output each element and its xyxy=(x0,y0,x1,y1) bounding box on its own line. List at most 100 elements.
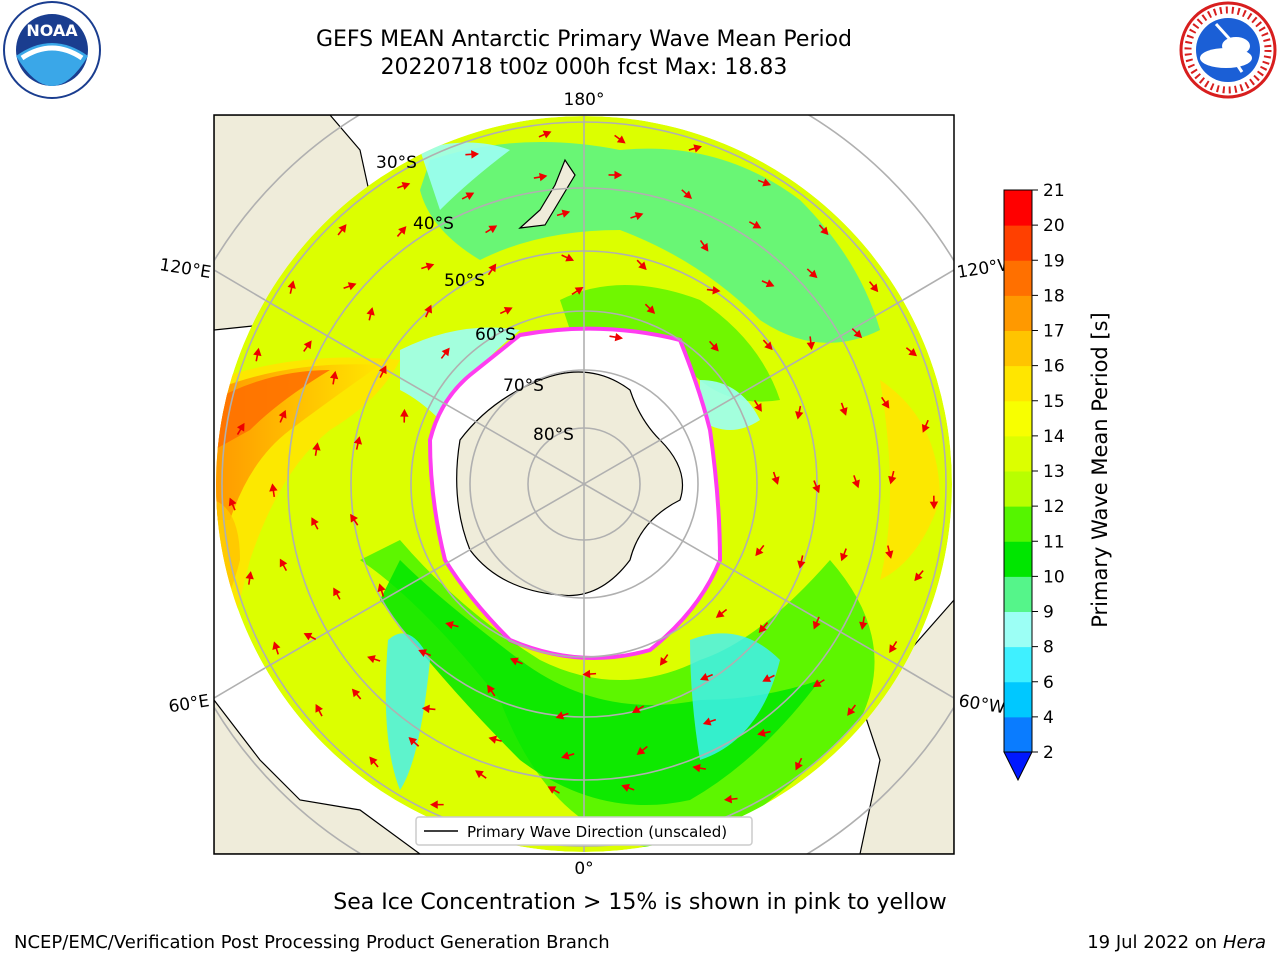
map-area xyxy=(214,115,954,854)
wave-arrow-head xyxy=(424,304,433,314)
colorbar-segment xyxy=(1004,225,1032,261)
wave-arrow-head xyxy=(475,770,484,779)
wave-arrow-head xyxy=(616,135,626,144)
sea-ice-note: Sea Ice Concentration > 15% is shown in … xyxy=(333,890,947,915)
colorbar-extend-triangle xyxy=(1003,751,1033,782)
colorbar-segment xyxy=(1004,611,1032,648)
colorbar-tick-label: 14 xyxy=(1043,427,1065,447)
colorbar-segment xyxy=(1004,295,1032,331)
footer-machine: Hera xyxy=(1222,932,1266,953)
wave-arrow-head xyxy=(366,307,375,316)
wave-arrow-head xyxy=(398,226,407,235)
wave-arrow-head xyxy=(929,501,939,510)
wave-arrow-head xyxy=(765,279,775,288)
wave-arrow-head xyxy=(693,144,702,153)
wave-arrow-head xyxy=(683,190,692,199)
wave-arrow-head xyxy=(503,307,513,315)
wave-arrow-head xyxy=(840,552,849,562)
colorbar-segment xyxy=(1004,576,1032,612)
wave-arrow-head xyxy=(771,476,780,485)
wave-arrow-head xyxy=(908,348,918,357)
wave-arrow-head xyxy=(400,408,409,417)
wave-arrow-head xyxy=(547,786,557,794)
colorbar-segment xyxy=(1004,646,1032,683)
wave-arrow-head xyxy=(820,226,829,236)
graticule-outer xyxy=(214,115,954,854)
wave-arrow-head xyxy=(812,679,822,688)
wave-arrow-head xyxy=(812,484,821,494)
wave-arrow-head xyxy=(755,547,764,557)
wave-arrow-head xyxy=(279,558,288,568)
lon-label-120e: 120°E xyxy=(158,255,212,283)
colorbar-tick-label: 4 xyxy=(1043,708,1054,728)
wave-arrow-head xyxy=(812,620,821,630)
footer-credit: NCEP/EMC/Verification Post Processing Pr… xyxy=(14,932,610,953)
wave-arrow-head xyxy=(253,347,262,357)
wave-arrow-head xyxy=(795,761,803,771)
africa-land xyxy=(214,699,422,854)
lon-label-0: 0° xyxy=(574,859,593,879)
wave-arrow-head xyxy=(245,571,254,580)
wave-arrow-head xyxy=(272,641,281,650)
lon-label-180: 180° xyxy=(564,90,605,110)
wave-arrow-head xyxy=(401,181,411,190)
wave-arrow-head xyxy=(555,711,565,720)
colorbar-tick-label: 19 xyxy=(1043,251,1065,271)
wave-arrow-head xyxy=(329,370,339,380)
wave-arrow-head xyxy=(885,550,894,559)
wave-arrow-head xyxy=(539,172,548,182)
lat-label-50s: 50°S xyxy=(444,271,485,291)
wave-arrow-head xyxy=(561,209,571,218)
lon-label-60w: 60°W xyxy=(957,691,1007,718)
wave-arrow-head xyxy=(699,672,709,681)
wave-arrow-head xyxy=(429,800,438,809)
wave-arrow-head xyxy=(488,735,498,744)
wave-arrow-head xyxy=(621,783,631,792)
wave-arrow-head xyxy=(859,621,868,631)
colorbar-segment xyxy=(1004,681,1032,718)
wave-arrow-head xyxy=(312,442,321,451)
wave-arrow-head xyxy=(561,751,570,760)
antarctica-land xyxy=(456,371,684,597)
wave-arrow-head xyxy=(353,436,363,445)
wave-arrow-head xyxy=(614,170,623,180)
wave-arrow-head xyxy=(752,220,762,229)
colorbar-tick-label: 11 xyxy=(1043,532,1065,552)
wave-arrow-head xyxy=(758,624,767,633)
noaa-logo: NOAA xyxy=(3,1,101,99)
wave-arrow-head xyxy=(418,649,428,658)
lat-label-70s: 70°S xyxy=(503,376,544,396)
lat-label-40s: 40°S xyxy=(413,214,454,234)
colorbar-tick-label: 9 xyxy=(1043,603,1054,623)
wave-arrow-head xyxy=(870,283,879,293)
new-zealand-land xyxy=(518,158,576,229)
colorbar-tick-label: 12 xyxy=(1043,497,1065,517)
wave-arrow-head xyxy=(338,224,347,233)
wave-arrow-head xyxy=(700,242,709,252)
colorbar-tick-label: 15 xyxy=(1043,392,1065,412)
wave-arrow-head xyxy=(636,746,646,755)
wave-arrow-head xyxy=(614,332,624,342)
wave-arrow-head xyxy=(311,517,319,527)
lat-label-30s: 30°S xyxy=(376,153,417,173)
colorbar-tick-label: 13 xyxy=(1043,462,1065,482)
wave-arrow-head xyxy=(441,347,450,357)
wave-arrow-head xyxy=(921,424,930,433)
wave-arrow-head xyxy=(762,178,772,187)
wave-arrow-head xyxy=(488,225,498,234)
legend-label: Primary Wave Direction (unscaled) xyxy=(467,823,727,841)
map-legend: Primary Wave Direction (unscaled) xyxy=(415,816,753,846)
wave-arrow-head xyxy=(797,560,806,569)
wave-arrow-head xyxy=(712,286,721,295)
colorbar-segment xyxy=(1004,190,1032,226)
colorbar-tick-label: 8 xyxy=(1043,638,1054,658)
wave-arrow-head xyxy=(715,609,725,618)
wave-arrow-head xyxy=(379,365,387,375)
wave-arrow-head xyxy=(408,737,418,746)
wave-arrow-head xyxy=(582,669,591,679)
footer-date-text: 19 Jul 2022 on xyxy=(1087,932,1218,953)
wave-arrow-head xyxy=(351,688,361,698)
wave-arrow-head xyxy=(914,572,923,582)
wave-arrow-head xyxy=(228,497,237,507)
